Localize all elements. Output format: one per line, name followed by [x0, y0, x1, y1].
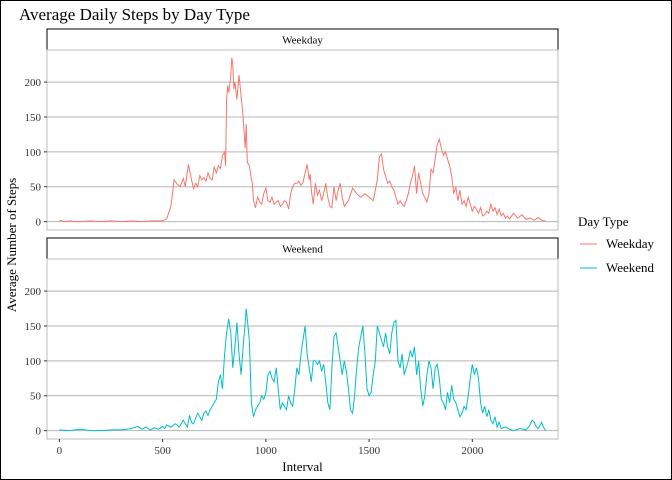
x-tick-label-2000: 2000 [461, 445, 484, 457]
panel-background-weekday [46, 49, 559, 231]
x-tick-label-1000: 1000 [255, 445, 278, 457]
x-tick-label-0: 0 [57, 445, 63, 457]
y-tick-label-weekday-150: 150 [25, 112, 42, 124]
strip-label-weekend: Weekend [282, 244, 323, 256]
legend: Day Type Weekday Weekend [578, 214, 655, 275]
grid-weekday [47, 81, 558, 223]
y-tick-label-weekend-50: 50 [30, 391, 42, 403]
strip-label-weekday: Weekday [282, 35, 323, 47]
y-tick-label-weekday-50: 50 [30, 182, 42, 194]
grid-weekend [47, 290, 558, 432]
y-tick-label-weekend-150: 150 [25, 321, 42, 333]
series-lines-weekday [59, 57, 546, 223]
y-axis-label: Average Number of Steps [4, 178, 19, 312]
y-tick-label-weekend-200: 200 [25, 286, 42, 298]
series-line-weekday [59, 57, 546, 223]
y-tick-label-weekend-0: 0 [36, 426, 42, 438]
series-line-weekend [59, 308, 547, 432]
chart-title: Average Daily Steps by Day Type [19, 5, 250, 24]
x-tick-labels: 0 500 1000 1500 2000 [57, 439, 484, 457]
legend-items: Weekday Weekend [580, 236, 655, 275]
y-tick-labels-weekend: 0 50 100 150 200 [25, 286, 47, 438]
y-tick-label-weekday-100: 100 [25, 147, 42, 159]
y-tick-label-weekend-100: 100 [25, 356, 42, 368]
legend-label-weekday: Weekday [606, 236, 655, 251]
panel-weekday: Weekday 0 50 100 150 200 [25, 28, 559, 231]
legend-label-weekend: Weekend [606, 260, 655, 275]
series-lines-weekend [59, 308, 547, 432]
y-tick-labels-weekday: 0 50 100 150 200 [25, 77, 47, 229]
panel-background-weekend [46, 258, 559, 440]
legend-title: Day Type [578, 214, 629, 229]
x-tick-label-500: 500 [154, 445, 171, 457]
panel-weekend: Weekend 0 50 100 150 200 [25, 237, 559, 440]
y-tick-label-weekday-0: 0 [36, 217, 42, 229]
x-tick-label-1500: 1500 [358, 445, 381, 457]
y-tick-label-weekday-200: 200 [25, 77, 42, 89]
x-axis-label: Interval [282, 459, 323, 474]
